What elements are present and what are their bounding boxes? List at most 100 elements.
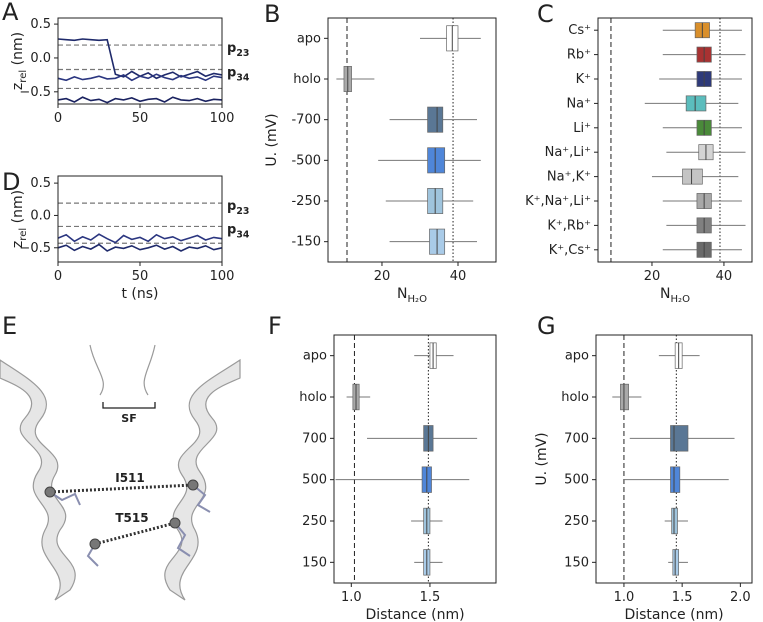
ref-line-label: p34 bbox=[227, 222, 250, 240]
y-tick-label: −0.5 bbox=[19, 85, 51, 100]
category-label: 700 bbox=[564, 431, 589, 446]
box bbox=[672, 549, 680, 576]
structure-panel: E SF I511 T515 bbox=[0, 312, 241, 601]
x-tick-label: 1.5 bbox=[420, 590, 441, 605]
y-axis-label: zrel (nm) bbox=[10, 190, 29, 248]
category-label: -250 bbox=[291, 194, 321, 209]
distance-line bbox=[49, 483, 194, 494]
category-label: K⁺ bbox=[576, 72, 591, 87]
y-axis-label-part: (nm) bbox=[10, 32, 26, 70]
plot-frame bbox=[595, 334, 753, 584]
y-tick-label: 0.5 bbox=[30, 17, 51, 32]
y-axis-label: U. (mV) bbox=[534, 432, 550, 485]
panel-label: G bbox=[537, 312, 556, 340]
x-axis-label: NH₂O bbox=[397, 286, 427, 305]
x-tick-label: 1.0 bbox=[341, 590, 362, 605]
box bbox=[427, 147, 446, 174]
category-label: apo bbox=[297, 31, 321, 46]
plot-frame bbox=[57, 17, 223, 105]
ref-line-label: p23 bbox=[227, 41, 249, 59]
panel-label: C bbox=[537, 0, 554, 28]
ref-line-label: p34 bbox=[227, 65, 250, 83]
category-label: Cs⁺ bbox=[568, 23, 591, 38]
ref-line-label-part: p bbox=[227, 222, 236, 237]
box bbox=[682, 168, 703, 185]
y-tick-label: −0.5 bbox=[19, 241, 51, 256]
ref-line-label-part: 23 bbox=[236, 48, 249, 59]
category-label: holo bbox=[299, 390, 327, 405]
x-tick-label: 50 bbox=[132, 269, 149, 284]
sf-bracket bbox=[102, 402, 156, 409]
x-axis-label-part: H₂O bbox=[407, 294, 427, 305]
box bbox=[670, 425, 689, 452]
x-axis-label: Distance (nm) bbox=[624, 607, 723, 622]
y-tick-label: 0.0 bbox=[30, 208, 51, 223]
y-axis-label-part: rel bbox=[18, 70, 29, 83]
distance-line bbox=[94, 521, 176, 546]
ref-line-label-part: p bbox=[227, 41, 236, 56]
plot-frame bbox=[333, 334, 497, 584]
x-axis-label: NH₂O bbox=[660, 286, 690, 305]
x-tick-label: 2.0 bbox=[730, 590, 751, 605]
category-label: K⁺,Cs⁺ bbox=[549, 243, 591, 258]
x-tick-label: 0 bbox=[54, 269, 62, 284]
y-tick-label: 0.0 bbox=[30, 51, 51, 66]
x-tick-label: 40 bbox=[450, 269, 467, 284]
category-label: apo bbox=[565, 349, 589, 364]
box bbox=[685, 95, 707, 112]
category-label: Na⁺ bbox=[566, 96, 591, 111]
trace bbox=[57, 73, 223, 82]
atoms bbox=[44, 479, 199, 550]
plot-frame bbox=[597, 17, 753, 263]
x-axis-label-part: N bbox=[660, 286, 670, 302]
category-label: -700 bbox=[291, 113, 321, 128]
trace bbox=[57, 96, 223, 104]
category-label: 700 bbox=[302, 431, 327, 446]
x-tick-label: 1.0 bbox=[614, 590, 635, 605]
x-tick-label: 40 bbox=[716, 269, 733, 284]
category-label: K⁺,Na⁺,Li⁺ bbox=[525, 194, 591, 209]
y-tick-label: 0.5 bbox=[30, 176, 51, 191]
trace bbox=[57, 243, 223, 252]
ref-line-label-part: 34 bbox=[236, 229, 250, 240]
y-axis-label-part: rel bbox=[18, 228, 29, 241]
x-axis-label: t (ns) bbox=[121, 286, 158, 302]
y-axis-label: U. (mV) bbox=[264, 113, 280, 166]
category-label: 250 bbox=[302, 514, 327, 529]
x-tick-label: 100 bbox=[210, 111, 235, 126]
box bbox=[671, 507, 678, 535]
helices bbox=[0, 344, 241, 601]
x-axis-label-part: N bbox=[397, 286, 407, 302]
ref-line-label-part: p bbox=[227, 65, 236, 80]
panel-label: D bbox=[2, 168, 20, 196]
category-label: 150 bbox=[302, 555, 327, 570]
ref-line-label: p23 bbox=[227, 199, 249, 217]
category-label: 500 bbox=[302, 473, 327, 488]
panel-label: E bbox=[2, 312, 17, 340]
x-axis-label-part: H₂O bbox=[670, 294, 690, 305]
plot-frame bbox=[327, 17, 497, 263]
ref-line-label-part: 34 bbox=[236, 72, 250, 83]
category-label: Rb⁺ bbox=[567, 48, 591, 63]
category-label: -500 bbox=[291, 153, 321, 168]
annotation: T515 bbox=[115, 511, 148, 525]
category-label: Na⁺,Li⁺ bbox=[545, 145, 591, 160]
y-axis-label-part: (nm) bbox=[10, 190, 26, 228]
category-label: Li⁺ bbox=[573, 121, 591, 136]
x-tick-label: 100 bbox=[210, 269, 235, 284]
side-chains bbox=[49, 484, 211, 567]
category-label: apo bbox=[303, 349, 327, 364]
box bbox=[670, 466, 681, 493]
category-label: 500 bbox=[564, 473, 589, 488]
category-label: holo bbox=[561, 390, 589, 405]
x-tick-label: 20 bbox=[644, 269, 661, 284]
x-tick-label: 20 bbox=[374, 269, 391, 284]
annotation: I511 bbox=[115, 471, 145, 485]
category-label: -150 bbox=[291, 235, 321, 250]
category-label: 250 bbox=[564, 514, 589, 529]
box bbox=[427, 106, 444, 133]
y-axis-label-part: z bbox=[10, 241, 26, 248]
panel-label: B bbox=[264, 0, 280, 28]
panel-label: A bbox=[2, 0, 19, 26]
